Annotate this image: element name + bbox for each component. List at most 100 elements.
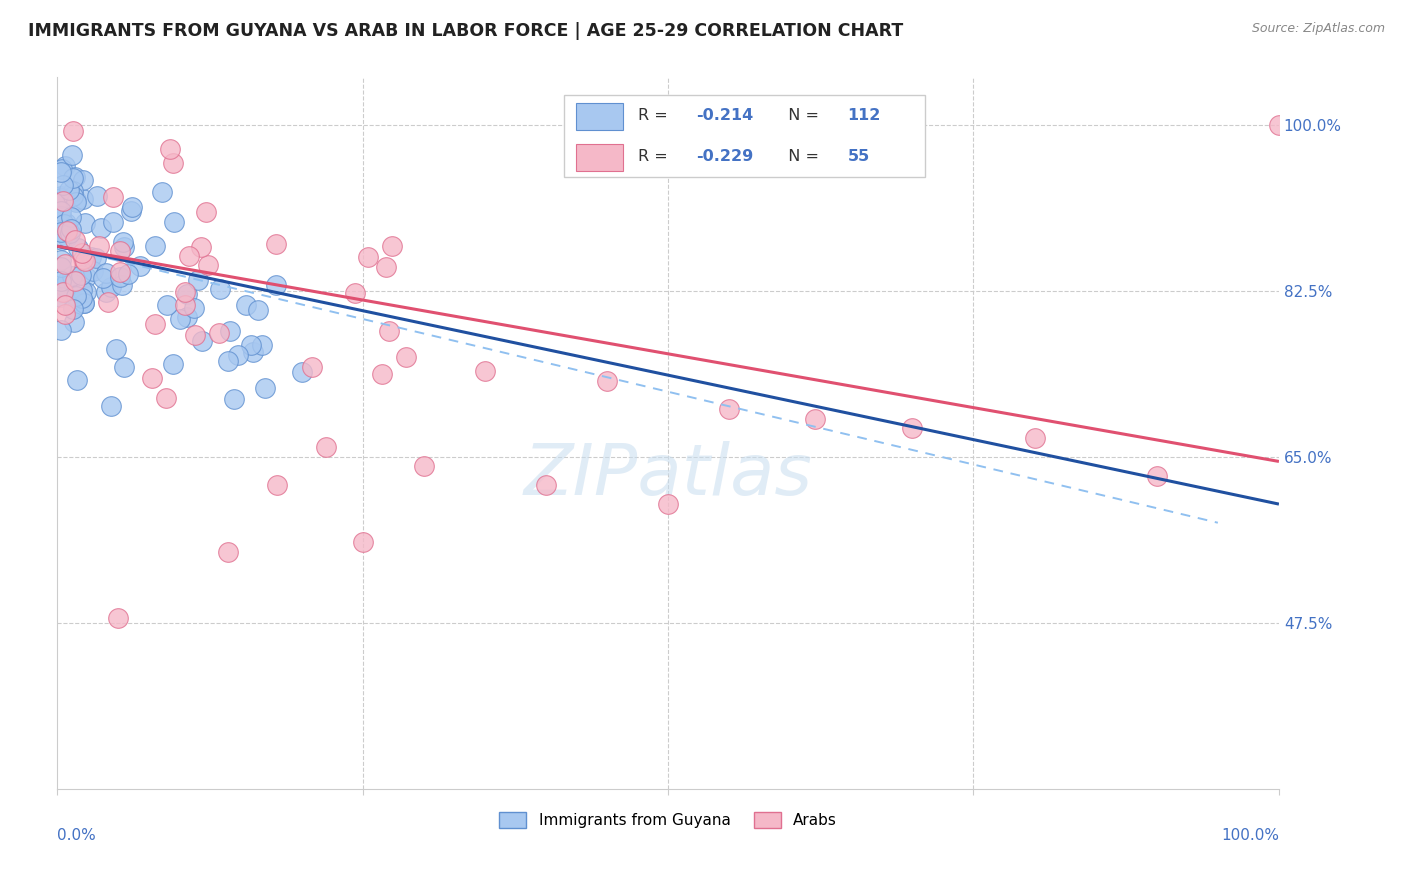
Point: [190, 334, 212, 349]
Point: [52, 178, 75, 192]
Text: Source: ZipAtlas.com: Source: ZipAtlas.com: [1251, 22, 1385, 36]
Point: [352, 535, 374, 549]
Text: R =: R =: [637, 108, 672, 123]
Point: [65, 194, 87, 209]
FancyBboxPatch shape: [576, 103, 623, 130]
Point: [107, 611, 129, 625]
Point: [197, 258, 219, 272]
Point: [226, 348, 249, 362]
Point: [120, 204, 142, 219]
Point: [59, 227, 82, 241]
Point: [49, 214, 72, 228]
Point: [209, 282, 232, 296]
Point: [82, 263, 104, 277]
Point: [58, 184, 80, 198]
FancyBboxPatch shape: [576, 144, 623, 170]
Point: [217, 544, 239, 558]
Point: [190, 240, 212, 254]
Point: [1146, 468, 1168, 483]
Point: [657, 497, 679, 511]
Point: [70, 268, 93, 282]
Point: [53, 278, 76, 293]
Point: [375, 260, 398, 274]
Text: IMMIGRANTS FROM GUYANA VS ARAB IN LABOR FORCE | AGE 25-29 CORRELATION CHART: IMMIGRANTS FROM GUYANA VS ARAB IN LABOR …: [28, 22, 904, 40]
Point: [534, 478, 557, 492]
Point: [59, 221, 82, 235]
Point: [52, 194, 75, 208]
Point: [129, 259, 152, 273]
Point: [100, 400, 122, 414]
Point: [73, 296, 96, 310]
Point: [55, 216, 77, 230]
Point: [65, 373, 87, 387]
Point: [381, 239, 404, 253]
Point: [242, 344, 264, 359]
Point: [112, 240, 135, 254]
Point: [264, 237, 287, 252]
Point: [49, 191, 72, 205]
Point: [49, 209, 72, 223]
Point: [51, 233, 73, 247]
Point: [264, 277, 287, 292]
Point: [357, 250, 380, 264]
Point: [56, 274, 79, 288]
Text: -0.214: -0.214: [696, 108, 754, 123]
Point: [246, 303, 269, 318]
Point: [901, 421, 924, 435]
Point: [62, 148, 84, 162]
Point: [72, 291, 94, 305]
Text: 55: 55: [848, 149, 870, 164]
Point: [173, 298, 195, 312]
Point: [176, 286, 198, 301]
Point: [596, 374, 619, 388]
Point: [53, 218, 76, 232]
Point: [224, 392, 246, 406]
Point: [121, 200, 143, 214]
Point: [73, 296, 96, 310]
Point: [72, 192, 94, 206]
Point: [235, 297, 257, 311]
Point: [344, 286, 367, 301]
Point: [176, 310, 198, 325]
Point: [62, 171, 84, 186]
Point: [183, 301, 205, 315]
Point: [49, 260, 72, 274]
Point: [70, 246, 93, 260]
Point: [93, 270, 115, 285]
Point: [49, 323, 72, 337]
Text: ZIPatlas: ZIPatlas: [523, 442, 813, 510]
Point: [111, 235, 134, 250]
Point: [72, 173, 94, 187]
Point: [301, 360, 323, 375]
Point: [395, 350, 418, 364]
Point: [1024, 431, 1046, 445]
Point: [159, 142, 181, 156]
Text: N =: N =: [778, 149, 824, 164]
Text: 0.0%: 0.0%: [58, 828, 96, 843]
Point: [141, 371, 163, 385]
Text: 112: 112: [848, 108, 882, 123]
Point: [49, 252, 72, 267]
Point: [112, 359, 135, 374]
Point: [1268, 118, 1291, 132]
Point: [143, 317, 166, 331]
Point: [53, 159, 76, 173]
Point: [52, 285, 75, 300]
Point: [101, 190, 124, 204]
Point: [87, 239, 110, 253]
Point: [371, 367, 394, 381]
Point: [219, 324, 242, 338]
Point: [62, 184, 84, 198]
Point: [55, 230, 77, 244]
Point: [62, 301, 84, 316]
Point: [63, 274, 86, 288]
Point: [51, 161, 73, 176]
Point: [266, 478, 288, 492]
Point: [156, 298, 179, 312]
Text: -0.229: -0.229: [696, 149, 754, 164]
Point: [174, 285, 197, 299]
Point: [63, 169, 86, 184]
FancyBboxPatch shape: [564, 95, 925, 177]
Point: [66, 241, 89, 255]
Point: [187, 273, 209, 287]
